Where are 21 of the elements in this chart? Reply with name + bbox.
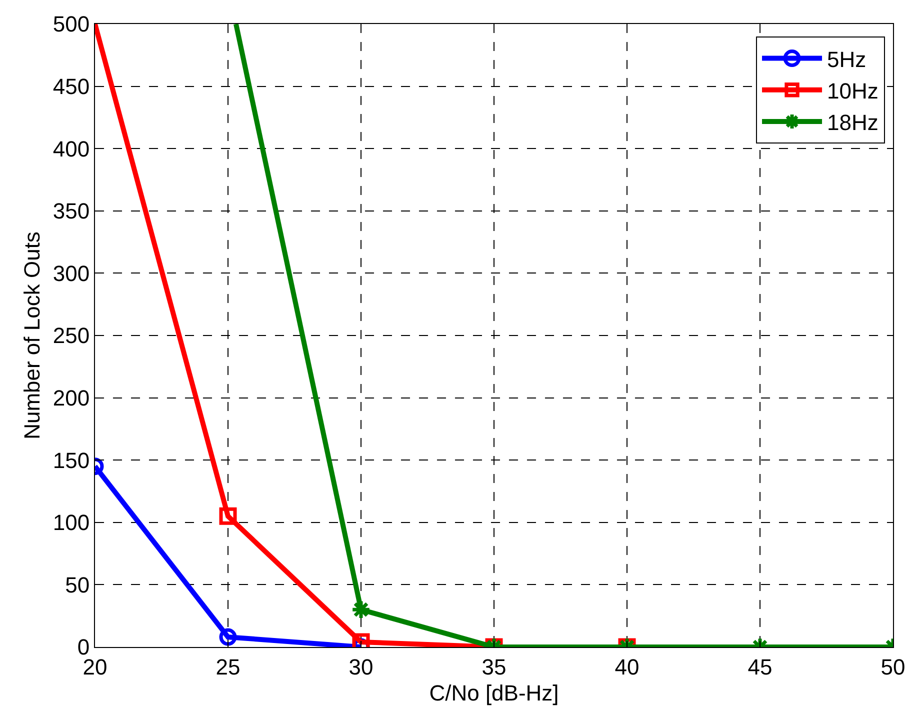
y-tick-label: 250	[52, 323, 90, 348]
y-tick-label: 200	[52, 386, 90, 410]
x-tick-label: 30	[348, 654, 374, 680]
y-axis-title: Number of Lock Outs	[20, 232, 45, 440]
y-tick-label: 150	[52, 448, 90, 473]
x-tick-label: 25	[216, 654, 240, 680]
x-tick-label: 35	[482, 654, 506, 680]
legend-label: 18Hz	[827, 110, 878, 136]
y-tick-label: 400	[52, 136, 90, 162]
x-tick-label: 50	[880, 654, 906, 680]
y-tick-label: 500	[52, 12, 90, 37]
legend-label: 5Hz	[827, 46, 866, 72]
y-tick-label: 50	[65, 572, 90, 598]
x-tick-label: 45	[748, 654, 772, 680]
y-tick-label: 350	[52, 198, 90, 224]
legend-label: 10Hz	[827, 78, 878, 104]
y-tick-label: 100	[52, 510, 90, 536]
x-tick-label: 40	[614, 654, 640, 680]
y-tick-label: 300	[52, 260, 90, 286]
y-tick-label: 450	[52, 74, 90, 99]
x-axis-title: C/No [dB-Hz]	[429, 680, 559, 706]
